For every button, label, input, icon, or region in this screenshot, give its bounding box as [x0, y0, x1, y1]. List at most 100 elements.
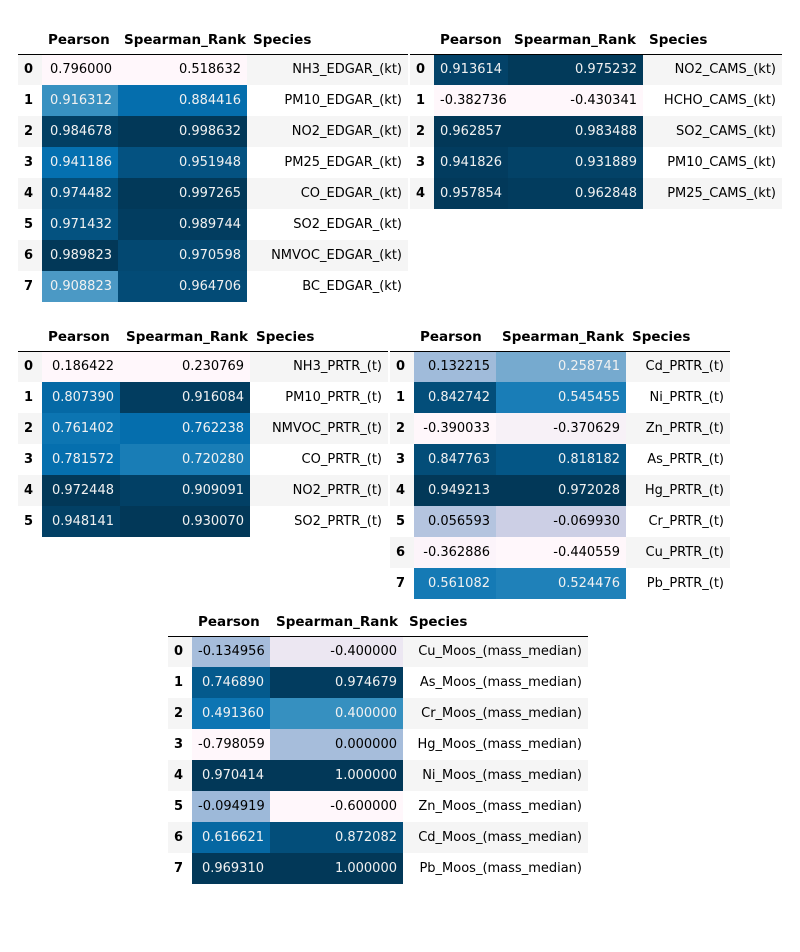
value-cell: -0.094919	[192, 791, 270, 822]
value-cell: 0.796000	[42, 54, 118, 85]
row-index: 3	[24, 155, 34, 170]
value-cell: 0.962848	[508, 178, 643, 209]
column-header: Spearman_Rank	[118, 26, 247, 55]
row-index: 4	[24, 483, 34, 498]
table-row: 5 0.948141 0.930070 SO2_PRTR_(t)	[18, 506, 388, 537]
row-index: 5	[174, 799, 184, 814]
value-cell: 0.761402	[42, 413, 120, 444]
species-cell: Pb_PRTR_(t)	[646, 576, 724, 591]
table-body: 0 0.796000 0.518632 NH3_EDGAR_(kt) 1 0.916312…	[18, 54, 408, 302]
species-cell: PM25_EDGAR_(kt)	[284, 155, 402, 170]
value-cell: 0.913614	[434, 54, 508, 85]
species-cell: NMVOC_PRTR_(t)	[271, 421, 382, 436]
table-row: 6 -0.362886 -0.440559 Cu_PRTR_(t)	[390, 537, 730, 568]
row-index: 4	[24, 186, 34, 201]
column-header: Spearman_Rank	[508, 26, 643, 55]
row-index: 2	[24, 124, 34, 139]
value-cell: 0.916084	[120, 382, 250, 413]
species-cell: Cd_Moos_(mass_median)	[418, 830, 582, 845]
species-cell: Ni_PRTR_(t)	[649, 390, 724, 405]
table-row: 3 0.781572 0.720280 CO_PRTR_(t)	[18, 444, 388, 475]
value-cell: 0.545455	[496, 382, 626, 413]
value-cell: 0.909091	[120, 475, 250, 506]
value-cell: 0.930070	[120, 506, 250, 537]
row-index: 6	[396, 545, 406, 560]
value-cell: -0.134956	[192, 636, 270, 667]
table-row: 6 0.989823 0.970598 NMVOC_EDGAR_(kt)	[18, 240, 408, 271]
table-row: 4 0.957854 0.962848 PM25_CAMS_(kt)	[410, 178, 782, 209]
index-header	[18, 323, 42, 352]
table-row: 4 0.949213 0.972028 Hg_PRTR_(t)	[390, 475, 730, 506]
column-header: Pearson	[434, 26, 508, 55]
value-cell: 0.847763	[414, 444, 496, 475]
value-cell: 0.258741	[496, 351, 626, 382]
value-cell: 0.518632	[118, 54, 247, 85]
row-index: 6	[24, 248, 34, 263]
column-header: Spearman_Rank	[120, 323, 250, 352]
value-cell: 0.132215	[414, 351, 496, 382]
row-index: 1	[174, 675, 184, 690]
value-cell: 0.970598	[118, 240, 247, 271]
row-index: 2	[416, 124, 426, 139]
column-header: Pearson	[42, 26, 118, 55]
table-row: 0 0.132215 0.258741 Cd_PRTR_(t)	[390, 351, 730, 382]
table-row: 5 -0.094919 -0.600000 Zn_Moos_(mass_median)	[168, 791, 588, 822]
index-header	[410, 26, 434, 55]
row-index: 0	[24, 359, 34, 375]
data-table: Pearson Spearman_Rank Species 0 -0.134956 -0.…	[168, 608, 588, 884]
value-cell: 0.000000	[270, 729, 403, 760]
species-cell: CO_EDGAR_(kt)	[300, 186, 402, 201]
species-cell: Cd_PRTR_(t)	[645, 359, 724, 375]
species-cell: Zn_Moos_(mass_median)	[418, 799, 582, 814]
row-index: 3	[396, 452, 406, 467]
species-cell: CO_PRTR_(t)	[301, 452, 382, 467]
table-row: 5 0.971432 0.989744 SO2_EDGAR_(kt)	[18, 209, 408, 240]
species-cell: Pb_Moos_(mass_median)	[419, 861, 582, 876]
value-cell: -0.362886	[414, 537, 496, 568]
row-index: 1	[24, 93, 34, 108]
value-cell: 0.781572	[42, 444, 120, 475]
species-cell: As_Moos_(mass_median)	[419, 675, 582, 690]
table-head: Pearson Spearman_Rank Species	[168, 608, 588, 637]
value-cell: -0.390033	[414, 413, 496, 444]
row-index: 1	[416, 93, 426, 108]
value-cell: 0.561082	[414, 568, 496, 599]
species-cell: Cr_PRTR_(t)	[648, 514, 724, 529]
value-cell: 0.972028	[496, 475, 626, 506]
row-index: 0	[396, 359, 406, 375]
table-row: 7 0.908823 0.964706 BC_EDGAR_(kt)	[18, 271, 408, 302]
data-table: Pearson Spearman_Rank Species 0 0.132215 0.25…	[390, 323, 730, 599]
row-index: 7	[396, 576, 406, 591]
column-header: Species	[250, 323, 388, 352]
row-index: 2	[174, 706, 184, 721]
species-cell: Hg_PRTR_(t)	[644, 483, 724, 498]
table-body: 0 -0.134956 -0.400000 Cu_Moos_(mass_median)…	[168, 636, 588, 884]
table-row: 4 0.974482 0.997265 CO_EDGAR_(kt)	[18, 178, 408, 209]
data-table: Pearson Spearman_Rank Species 0 0.913614 0.97…	[410, 26, 782, 209]
table-row: 6 0.616621 0.872082 Cd_Moos_(mass_median)	[168, 822, 588, 853]
value-cell: 0.884416	[118, 85, 247, 116]
header-row: Pearson Spearman_Rank Species	[390, 323, 730, 352]
table-body: 0 0.913614 0.975232 NO2_CAMS_(kt) 1 -0.382736…	[410, 54, 782, 209]
species-cell: NO2_EDGAR_(kt)	[291, 124, 402, 139]
species-cell: Cr_Moos_(mass_median)	[421, 706, 582, 721]
table-row: 2 0.491360 0.400000 Cr_Moos_(mass_median)	[168, 698, 588, 729]
table-row: 1 -0.382736 -0.430341 HCHO_CAMS_(kt)	[410, 85, 782, 116]
value-cell: 0.983488	[508, 116, 643, 147]
value-cell: 0.400000	[270, 698, 403, 729]
row-index: 7	[24, 279, 34, 294]
table-row: 3 -0.798059 0.000000 Hg_Moos_(mass_median)	[168, 729, 588, 760]
species-cell: Zn_PRTR_(t)	[645, 421, 724, 436]
table-head: Pearson Spearman_Rank Species	[18, 323, 388, 352]
column-header: Pearson	[42, 323, 120, 352]
value-cell: 0.720280	[120, 444, 250, 475]
value-cell: 0.230769	[120, 351, 250, 382]
value-cell: 0.931889	[508, 147, 643, 178]
table-row: 2 0.962857 0.983488 SO2_CAMS_(kt)	[410, 116, 782, 147]
value-cell: -0.382736	[434, 85, 508, 116]
value-cell: 0.941186	[42, 147, 118, 178]
column-header: Spearman_Rank	[270, 608, 403, 637]
table-row: 3 0.941186 0.951948 PM25_EDGAR_(kt)	[18, 147, 408, 178]
species-cell: HCHO_CAMS_(kt)	[663, 93, 776, 108]
